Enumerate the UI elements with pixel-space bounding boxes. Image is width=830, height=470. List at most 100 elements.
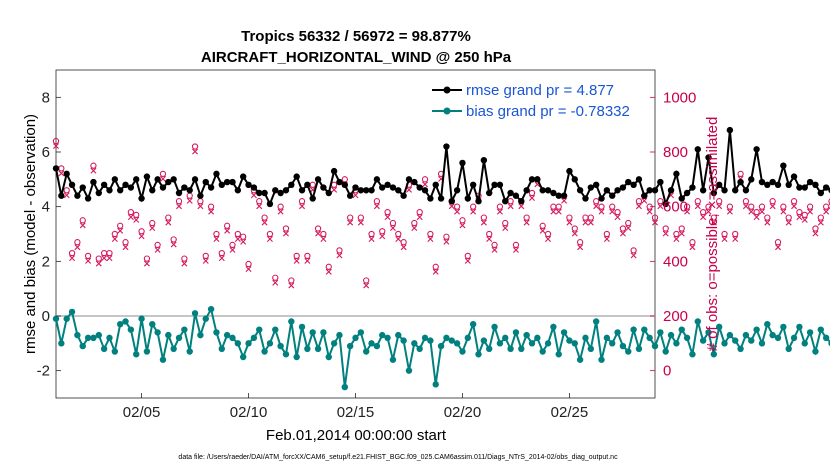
bias-point <box>58 340 65 347</box>
rmse-point <box>459 159 466 167</box>
bias-point <box>74 331 81 339</box>
rmse-point <box>817 189 824 197</box>
rmse-point <box>507 189 514 197</box>
rmse-point <box>576 187 584 194</box>
bias-point <box>534 334 541 342</box>
obs-count-point <box>683 203 691 215</box>
bias-point <box>127 326 135 333</box>
y2-axis-label: # of obs: o=possible; ×=assimilated <box>704 117 721 352</box>
legend-rmse-marker <box>443 86 451 94</box>
rmse-point <box>737 178 744 186</box>
bias-point <box>111 348 119 355</box>
rmse-point <box>571 176 578 183</box>
rmse-point <box>389 184 397 191</box>
obs-count-point <box>234 230 241 242</box>
obs-count-point <box>288 277 295 289</box>
obs-count-point <box>630 247 637 259</box>
obs-count-point <box>555 203 562 215</box>
bias-point <box>699 337 707 344</box>
bias-point <box>379 331 386 339</box>
obs-count-point <box>314 225 322 237</box>
rmse-point <box>539 187 546 194</box>
bias-point <box>352 334 359 342</box>
rmse-point <box>74 192 81 199</box>
plot-area <box>55 69 656 399</box>
rmse-point <box>448 198 455 205</box>
obs-count-point <box>470 203 477 215</box>
x-tick-label: 02/10 <box>230 404 268 421</box>
rmse-point <box>421 187 429 194</box>
bias-point <box>362 348 370 355</box>
obs-count-point <box>63 187 70 199</box>
obs-count-point <box>122 239 129 251</box>
bias-point <box>625 348 632 355</box>
bias-point <box>689 351 696 358</box>
rmse-point <box>555 192 562 199</box>
rmse-point <box>368 187 375 194</box>
rmse-point <box>106 187 113 194</box>
rmse-point <box>806 178 814 186</box>
obs-count-point <box>662 225 669 237</box>
rmse-point <box>705 154 712 161</box>
y2-tick-label: 1000 <box>663 89 696 106</box>
y2-tick-label: 200 <box>663 308 688 325</box>
rmse-point <box>213 170 220 178</box>
bias-point <box>421 334 429 342</box>
obs-count-point <box>84 252 92 264</box>
bias-point <box>384 334 391 342</box>
bias-point <box>288 318 295 325</box>
obs-count-point <box>186 192 193 204</box>
obs-count-point <box>400 239 407 251</box>
bias-point <box>635 345 643 352</box>
bias-point <box>469 321 477 328</box>
obs-count-point <box>90 162 97 174</box>
y-axis-label: rmse and bias (model - observation) <box>22 114 39 354</box>
bias-point <box>84 334 92 342</box>
bias-point <box>106 334 113 342</box>
bias-point <box>555 351 562 358</box>
rmse-point <box>304 181 311 188</box>
y-tick-label: -2 <box>37 363 50 380</box>
rmse-point <box>678 195 685 202</box>
rmse-point <box>52 165 60 172</box>
rmse-point <box>416 184 423 191</box>
rmse-point <box>518 198 525 205</box>
obs-count-point <box>753 208 760 221</box>
obs-count-point <box>133 211 140 223</box>
obs-count-point <box>256 198 263 210</box>
bias-point <box>630 326 637 333</box>
x-tick-label: 02/25 <box>551 404 589 421</box>
rmse-point <box>373 176 381 183</box>
bias-point <box>774 334 782 342</box>
bias-point <box>721 340 728 347</box>
bias-point <box>571 340 578 347</box>
bias-point <box>207 305 215 313</box>
obs-count-point <box>625 219 632 232</box>
obs-count-point <box>609 203 616 215</box>
bias-point <box>234 340 242 347</box>
legend-bias-label: bias grand pr = -0.78332 <box>466 103 630 120</box>
obs-count-point <box>106 249 113 262</box>
obs-count-point <box>523 214 530 226</box>
bias-point <box>100 345 108 352</box>
rmse-point <box>453 187 461 194</box>
obs-count-point <box>79 217 86 229</box>
bias-point <box>785 345 792 352</box>
bias-point <box>448 337 455 344</box>
bias-point <box>592 318 600 325</box>
rmse-point <box>619 184 627 191</box>
bias-point <box>357 329 365 336</box>
obs-count-point <box>373 198 381 210</box>
bias-point <box>796 323 803 331</box>
y2-tick-label: 0 <box>663 363 671 380</box>
obs-count-point <box>576 239 584 251</box>
obs-count-point <box>528 189 536 201</box>
rmse-point <box>780 162 787 169</box>
obs-count-point <box>138 228 145 240</box>
obs-count-point <box>111 230 118 242</box>
bias-point <box>400 337 407 344</box>
obs-count-point <box>191 143 199 155</box>
rmse-point <box>202 178 209 186</box>
bias-point <box>149 321 156 328</box>
obs-count-point <box>705 203 712 215</box>
